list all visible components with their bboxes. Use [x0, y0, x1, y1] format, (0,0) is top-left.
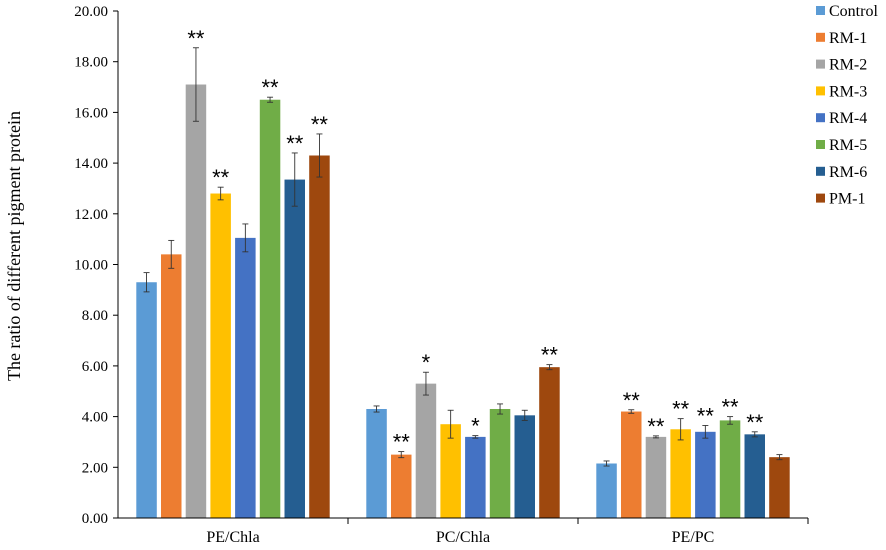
bar-rm-4-2 [695, 431, 716, 518]
bar-rm-3-1 [440, 424, 461, 518]
bar-rm-1-2 [621, 411, 642, 518]
legend-swatch [816, 32, 825, 42]
x-category-label: PC/Chla [436, 529, 490, 546]
y-axis: 0.00 2.00 4.00 6.00 8.00 10.00 12.00 14.00 16.00… [74, 4, 119, 527]
bar-rm-4-0 [235, 237, 256, 518]
bar-rm-5-1 [489, 408, 511, 518]
legend-label: RM-1 [829, 30, 867, 47]
y-tick-label: 2.00 [82, 460, 108, 476]
bar-rm-2-1 [415, 383, 437, 518]
significance-marker: ** [647, 414, 665, 439]
significance-marker: * [471, 414, 480, 439]
legend-swatch [816, 193, 825, 203]
significance-marker: ** [541, 343, 559, 368]
x-category-label: PE/PC [672, 529, 715, 546]
x-category-label: PE/Chla [206, 529, 259, 546]
legend: Control RM-1 RM-2 RM-3 RM-4 RM-5 RM-6 PM-1 [816, 3, 878, 208]
significance-marker: ** [721, 395, 739, 420]
legend-label: RM-2 [829, 57, 867, 74]
legend-swatch [816, 6, 825, 15]
legend-label: RM-5 [829, 137, 867, 154]
y-tick-label: 4.00 [82, 410, 108, 426]
y-tick-label: 10.00 [74, 258, 108, 274]
bar-rm-1-0 [161, 254, 182, 519]
legend-label: RM-4 [829, 110, 867, 127]
bar-control-1 [366, 408, 387, 518]
bar-pm-1-0 [309, 155, 330, 518]
bar-pm-1-1 [539, 367, 560, 518]
bar-rm-6-0 [284, 179, 305, 518]
significance-marker: ** [286, 131, 304, 156]
legend-swatch [816, 140, 825, 149]
significance-marker: ** [672, 397, 690, 422]
y-tick-label: 12.00 [74, 207, 108, 223]
y-tick-label: 8.00 [82, 308, 108, 324]
legend-label: Control [829, 3, 878, 20]
significance-marker: ** [212, 165, 230, 190]
significance-marker: ** [393, 430, 411, 455]
legend-swatch [816, 113, 825, 123]
significance-marker: ** [261, 75, 279, 100]
bars: ************** ************** [136, 26, 790, 519]
y-tick-label: 16.00 [74, 105, 108, 121]
bar-rm-2-2 [645, 436, 667, 518]
y-axis-label: The ratio of different pigment protein [4, 111, 24, 381]
legend-swatch [816, 86, 825, 96]
legend-swatch [816, 59, 825, 69]
significance-marker: ** [697, 403, 715, 428]
bar-control-0 [136, 282, 157, 518]
y-tick-label: 0.00 [82, 511, 108, 527]
significance-marker: ** [746, 410, 764, 435]
bar-rm-4-1 [465, 436, 486, 518]
x-axis: PE/Chla PC/Chla PE/PC [118, 517, 809, 546]
significance-marker: * [422, 350, 431, 375]
y-tick-label: 14.00 [74, 156, 108, 172]
legend-swatch [816, 166, 825, 176]
significance-marker: ** [311, 112, 329, 137]
bar-rm-6-2 [744, 434, 765, 518]
bar-pm-1-2 [769, 457, 790, 518]
bar-rm-2-0 [185, 84, 207, 518]
bar-rm-1-1 [391, 454, 412, 518]
legend-label: RM-6 [829, 164, 867, 181]
bar-rm-3-0 [210, 193, 231, 518]
bar-rm-6-1 [514, 415, 535, 518]
bar-rm-5-0 [259, 99, 281, 518]
significance-marker: ** [623, 388, 641, 413]
y-tick-label: 20.00 [74, 4, 108, 20]
bar-rm-5-2 [719, 420, 741, 518]
bar-rm-3-2 [670, 429, 691, 518]
legend-label: PM-1 [829, 191, 865, 208]
y-tick-label: 18.00 [74, 55, 108, 71]
bar-control-2 [596, 463, 617, 518]
y-tick-label: 6.00 [82, 359, 108, 375]
significance-marker: ** [187, 26, 205, 51]
legend-label: RM-3 [829, 83, 867, 100]
